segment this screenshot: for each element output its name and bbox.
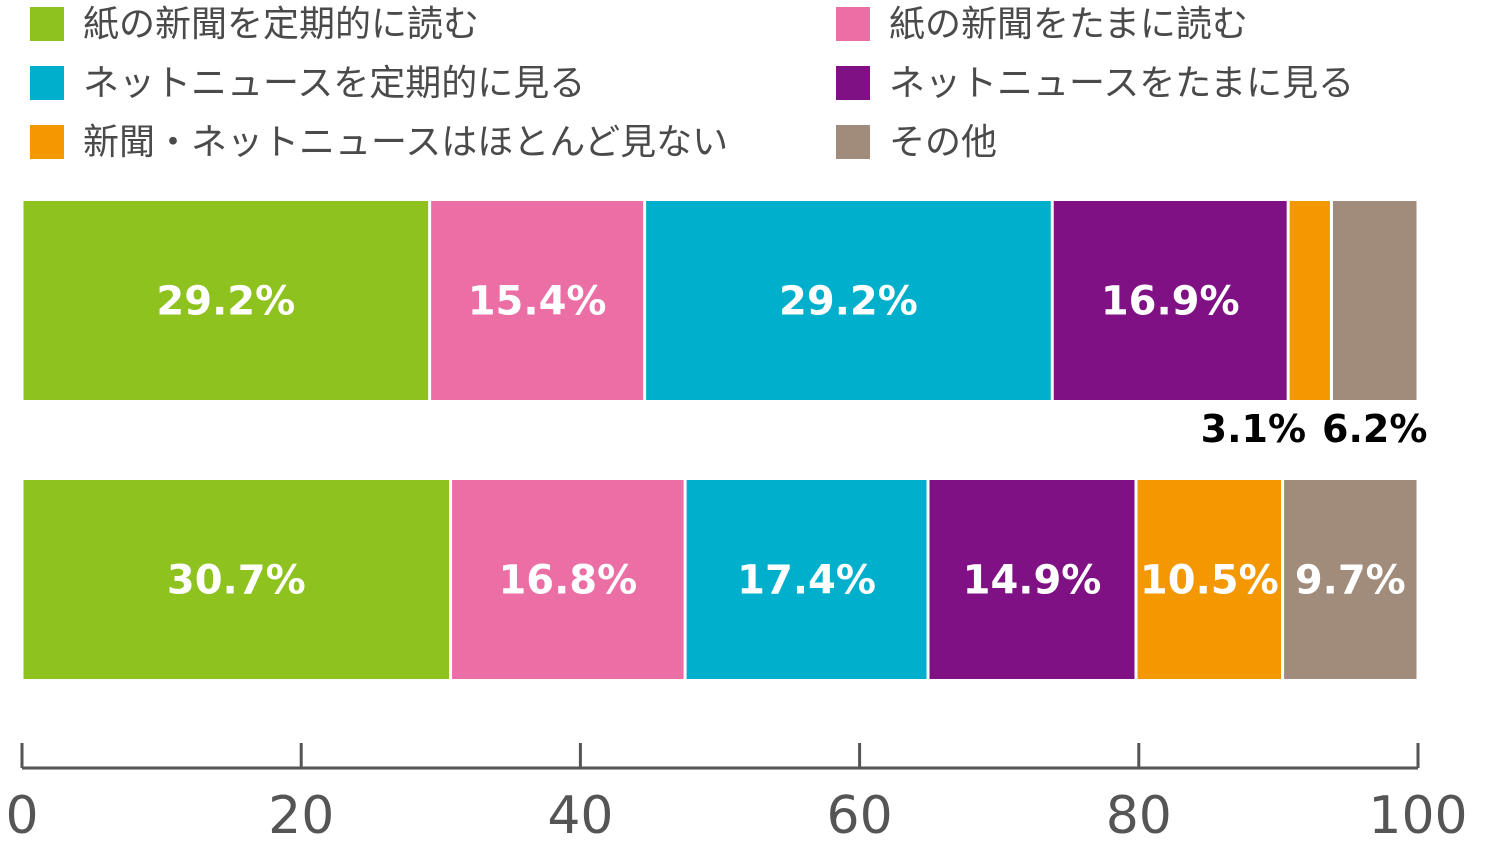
bar-segment xyxy=(23,201,429,400)
bar-segment xyxy=(23,480,450,679)
legend-label: 新聞・ネットニュースはほとんど見ない xyxy=(83,122,728,163)
tick-label: 0 xyxy=(5,786,38,846)
bar-segment xyxy=(452,480,684,679)
bar-segment xyxy=(929,480,1135,679)
data-label: 17.4% xyxy=(737,558,876,604)
tick-label: 20 xyxy=(268,786,334,846)
bar-row: 29.2% 15.4% 29.2% 16.9% 3.1% 6.2% xyxy=(23,201,1427,451)
tick-label: 80 xyxy=(1106,786,1172,846)
bar-segment xyxy=(1053,201,1287,400)
legend-item: 新聞・ネットニュースはほとんど見ない xyxy=(30,122,728,163)
bar-segment xyxy=(646,201,1051,400)
legend-swatch xyxy=(836,125,870,159)
x-axis: 0 20 40 60 80 100 xyxy=(5,743,1468,846)
bar-segment xyxy=(1284,480,1417,679)
data-label: 6.2% xyxy=(1322,407,1427,451)
bars: 29.2% 15.4% 29.2% 16.9% 3.1% 6.2% 30.7% 16.8% 17… xyxy=(23,201,1427,679)
bar-row: 30.7% 16.8% 17.4% 14.9% 10.5% 9.7% xyxy=(23,480,1417,679)
tick-label: 60 xyxy=(827,786,893,846)
legend-item: その他 xyxy=(836,122,997,163)
data-label: 15.4% xyxy=(468,279,607,325)
legend-item: ネットニュースを定期的に見る xyxy=(30,63,585,104)
data-label: 16.9% xyxy=(1101,279,1240,325)
data-label: 14.9% xyxy=(963,558,1102,604)
bar-segment xyxy=(1137,480,1282,679)
legend-label: ネットニュースを定期的に見る xyxy=(83,63,585,104)
legend-label: 紙の新聞をたまに読む xyxy=(889,4,1248,45)
legend-swatch xyxy=(836,7,870,41)
legend-swatch xyxy=(30,66,64,100)
data-label: 29.2% xyxy=(156,279,295,325)
data-label: 29.2% xyxy=(779,279,918,325)
data-label: 3.1% xyxy=(1201,407,1306,451)
legend-item: 紙の新聞をたまに読む xyxy=(836,4,1248,45)
legend-swatch xyxy=(30,125,64,159)
bar-segment xyxy=(1332,201,1417,400)
bar-segment xyxy=(431,201,644,400)
data-label: 16.8% xyxy=(498,558,637,604)
data-label: 10.5% xyxy=(1140,558,1279,604)
tick-label: 100 xyxy=(1368,786,1467,846)
bar-segment xyxy=(686,480,927,679)
data-label: 30.7% xyxy=(167,558,306,604)
legend-swatch xyxy=(836,66,870,100)
legend-item: ネットニュースをたまに見る xyxy=(836,63,1354,104)
legend-item: 紙の新聞を定期的に読む xyxy=(30,4,479,45)
legend-label: その他 xyxy=(889,122,997,163)
tick-label: 40 xyxy=(547,786,613,846)
legend-label: ネットニュースをたまに見る xyxy=(889,63,1354,104)
legend-label: 紙の新聞を定期的に読む xyxy=(83,4,479,45)
bar-segment xyxy=(1289,201,1330,400)
data-label: 9.7% xyxy=(1295,558,1406,604)
legend-swatch xyxy=(30,7,64,41)
